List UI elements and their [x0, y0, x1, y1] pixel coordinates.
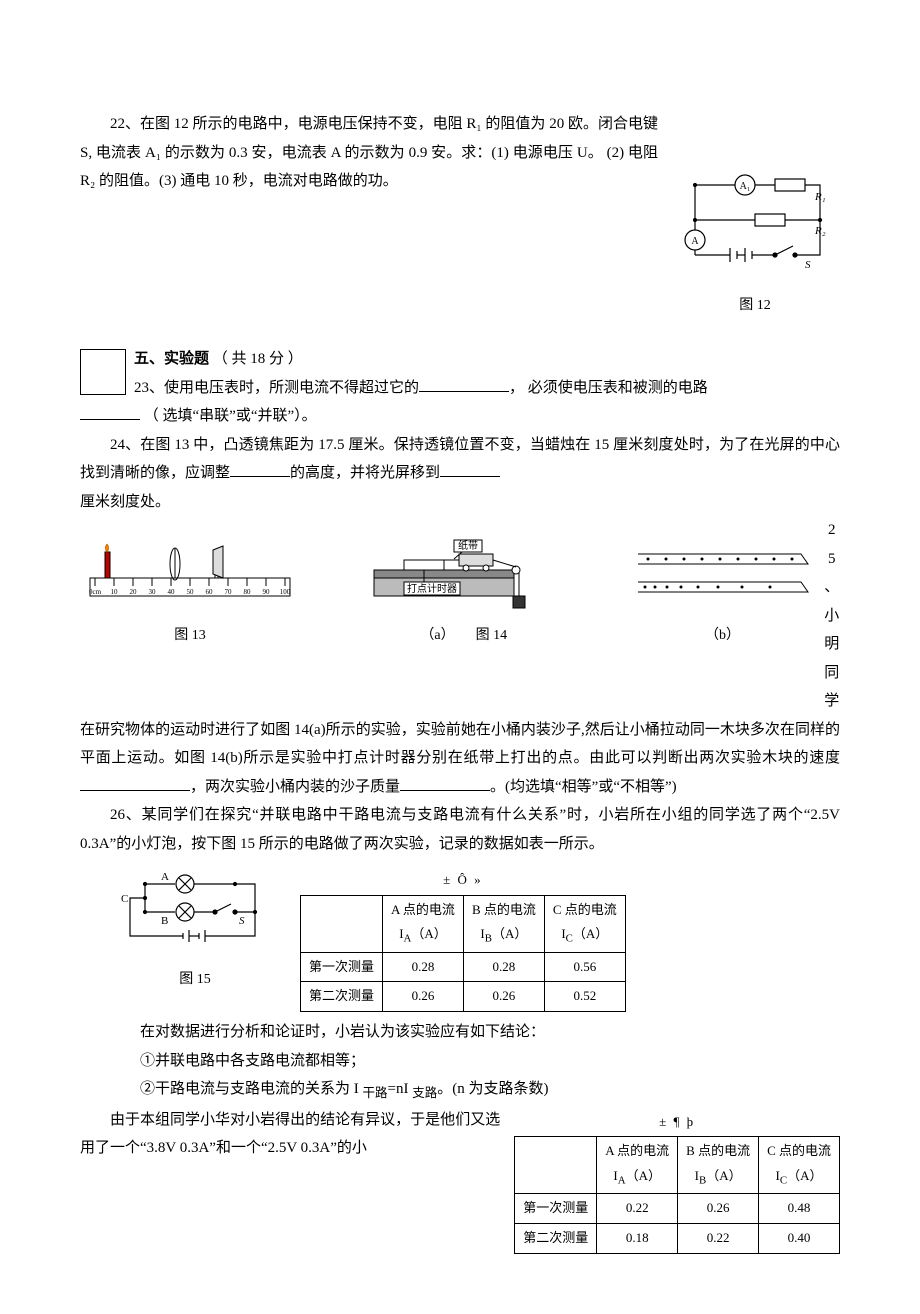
q26-analysis-lead: 在对数据进行分析和论证时，小岩认为该实验应有如下结论：: [110, 1018, 840, 1047]
svg-text:A: A: [691, 236, 699, 247]
score-box: [80, 349, 126, 395]
blank: [419, 376, 509, 392]
figure-13-svg: 0cm 10 20 30 40 50 60 70 80 90 100: [85, 530, 295, 610]
q23-c: （ 选填“串联”或“并联”）。: [144, 408, 317, 424]
svg-text:60: 60: [206, 588, 214, 596]
figure-15: A B C S 图 15: [110, 864, 280, 993]
q26-c2: ②干路电流与支路电流的关系为 I 干路=nI 支路。(n 为支路条数): [110, 1075, 840, 1106]
q25-b: ，两次实验小桶内装的沙子质量: [190, 779, 400, 795]
blank: [400, 775, 490, 791]
fig14-cap: 图 14: [476, 628, 508, 643]
figure-14a-svg: 纸带 打点计时器: [364, 530, 564, 610]
svg-text:100: 100: [280, 588, 291, 596]
svg-text:S: S: [239, 915, 245, 927]
svg-text:50: 50: [187, 588, 195, 596]
table-1-title: ± Ô »: [300, 868, 626, 893]
figure-row-13-14: 0cm 10 20 30 40 50 60 70 80 90 100 图 13: [80, 530, 818, 649]
svg-text:A₁: A₁: [740, 181, 751, 192]
q25-a: 在研究物体的运动时进行了如图 14(a)所示的实验，实验前她在小桶内装沙子,然后…: [80, 722, 840, 767]
figure-12: A₁ R₁ R₂ A: [670, 170, 840, 319]
svg-text:40: 40: [168, 588, 176, 596]
table-1-block: ± Ô » A 点的电流IA（A）B 点的电流IB（A）C 点的电流IC（A）第…: [300, 868, 626, 1012]
section-5-title: 五、实验题: [134, 350, 209, 367]
svg-text:A: A: [161, 871, 169, 883]
circuit-fig12: A₁ R₁ R₂ A: [675, 170, 835, 280]
blank: [80, 404, 140, 420]
q25-side-col: 2 5 、 小 明 同 学: [824, 516, 841, 716]
svg-text:30: 30: [149, 588, 157, 596]
table-1: A 点的电流IA（A）B 点的电流IB（A）C 点的电流IC（A）第一次测量0.…: [300, 895, 626, 1012]
svg-text:0cm: 0cm: [89, 588, 102, 596]
figure-13-caption: 图 13: [80, 623, 300, 650]
svg-text:B: B: [161, 915, 168, 927]
fig14b-cap: （b）: [628, 623, 818, 650]
svg-text:80: 80: [244, 588, 252, 596]
q24-b: 的高度，并将光屏移到: [290, 465, 440, 481]
table-2-block: ± ¶ þ A 点的电流IA（A）B 点的电流IB（A）C 点的电流IC（A）第…: [514, 1110, 840, 1254]
blank: [230, 461, 290, 477]
table-2: A 点的电流IA（A）B 点的电流IB（A）C 点的电流IC（A）第一次测量0.…: [514, 1136, 840, 1253]
svg-text:纸带: 纸带: [458, 539, 478, 552]
figure-15-caption: 图 15: [110, 967, 280, 994]
svg-text:90: 90: [263, 588, 271, 596]
svg-text:打点计时器: 打点计时器: [407, 582, 457, 595]
q25-c: 。(均选填“相等”或“不相等”): [490, 779, 677, 795]
svg-text:20: 20: [130, 588, 138, 596]
fig14a-cap: （a）: [420, 628, 454, 643]
svg-text:C: C: [121, 893, 128, 905]
svg-text:R₁: R₁: [814, 191, 826, 203]
blank: [80, 775, 190, 791]
q24-c: 厘米刻度处。: [80, 488, 840, 517]
svg-text:70: 70: [225, 588, 233, 596]
q26-intro: 26、某同学们在探究“并联电路中干路电流与支路电流有什么关系”时，小岩所在小组的…: [80, 801, 840, 858]
q23-b: ， 必须使电压表和被测的电路: [509, 380, 708, 396]
q23-a: 23、使用电压表时，所测电流不得超过它的: [134, 380, 419, 396]
section-5-points: （ 共 18 分 ）: [213, 351, 303, 367]
svg-text:10: 10: [111, 588, 119, 596]
blank: [440, 461, 500, 477]
figure-14b-svg: [633, 550, 813, 610]
table-2-title: ± ¶ þ: [514, 1110, 840, 1135]
svg-text:S: S: [805, 259, 811, 271]
q26-c1: ①并联电路中各支路电流都相等；: [110, 1047, 840, 1076]
figure-12-caption: 图 12: [670, 293, 840, 320]
